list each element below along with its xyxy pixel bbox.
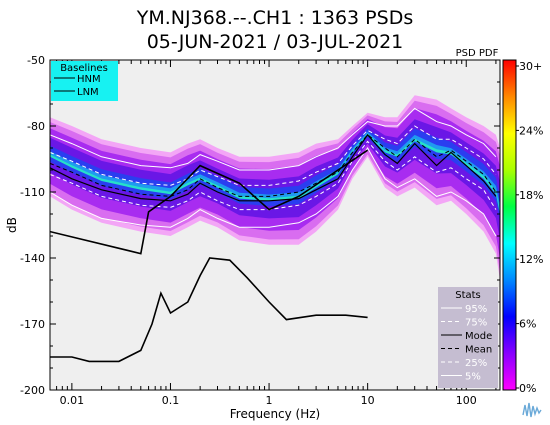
colorbar-tick-label: 0%	[519, 382, 536, 395]
pct5-curve	[50, 147, 497, 237]
chart-title-line1: YM.NJ368.--.CH1 : 1363 PSDs	[136, 7, 413, 29]
baselines-legend-title: Baselines	[60, 63, 108, 74]
baselines-legend-box	[51, 61, 118, 101]
y-tick-label: -140	[20, 252, 45, 265]
stats-legend-label: Mode	[465, 331, 492, 342]
x-tick-label: 0.1	[162, 394, 180, 407]
stats-legend-label: 95%	[465, 304, 487, 315]
colorbar-label: PSD PDF	[456, 48, 499, 59]
stats-legend-label: 75%	[465, 318, 487, 329]
stats-legend-label: 5%	[465, 372, 481, 383]
colorbar-frame	[502, 59, 517, 391]
stats-legend-label: Mean	[465, 345, 492, 356]
mode-curve	[50, 133, 497, 202]
colorbar-tick-label: 30+	[519, 60, 542, 73]
pct25-curve	[50, 140, 497, 211]
stats-legend-box	[438, 287, 498, 388]
plot-frame	[49, 59, 501, 391]
y-tick-label: -80	[27, 120, 45, 133]
y-tick-label: -50	[27, 54, 45, 67]
x-axis-label: Frequency (Hz)	[230, 407, 321, 421]
logo-icon	[520, 400, 544, 420]
colorbar-tick-label: 6%	[519, 318, 536, 331]
hnm-baseline	[50, 149, 369, 255]
colorbar: 30+ 24% 18% 12% 6% 0%	[502, 59, 543, 395]
colorbar-tick-label: 24%	[519, 124, 543, 137]
stats-legend-label: 25%	[465, 358, 487, 369]
mean-curve	[50, 134, 497, 197]
colorbar-tick-label: 12%	[519, 253, 543, 266]
colorbar-gradient	[503, 60, 516, 390]
density-band-7	[50, 133, 500, 214]
y-axis-label: dB	[5, 217, 19, 233]
lnm-baseline	[50, 257, 368, 363]
x-tick-label: 0.01	[60, 394, 85, 407]
baselines-legend-label: LNM	[77, 87, 99, 98]
y-tick-label: -110	[20, 186, 45, 199]
x-tick-label: 1	[266, 394, 273, 407]
colorbar-tick-label: 18%	[519, 189, 543, 202]
y-tick-label: -170	[20, 318, 45, 331]
plot-area: 0.01 0.1 1 10 100 -50 -80 -110 -140 -170 -200	[20, 54, 501, 407]
pct75-curve	[50, 125, 497, 186]
chart-title-line2: 05-JUN-2021 / 03-JUL-2021	[147, 31, 404, 53]
x-tick-label: 100	[456, 394, 477, 407]
baselines-legend-label: HNM	[77, 74, 101, 85]
pct95-curve	[50, 107, 497, 171]
y-tick-label: -200	[20, 384, 45, 397]
stats-legend-title: Stats	[455, 290, 481, 301]
x-tick-label: 10	[361, 394, 375, 407]
stats-legend: Stats 95% 75% Mode Mean 25% 5%	[438, 287, 498, 388]
